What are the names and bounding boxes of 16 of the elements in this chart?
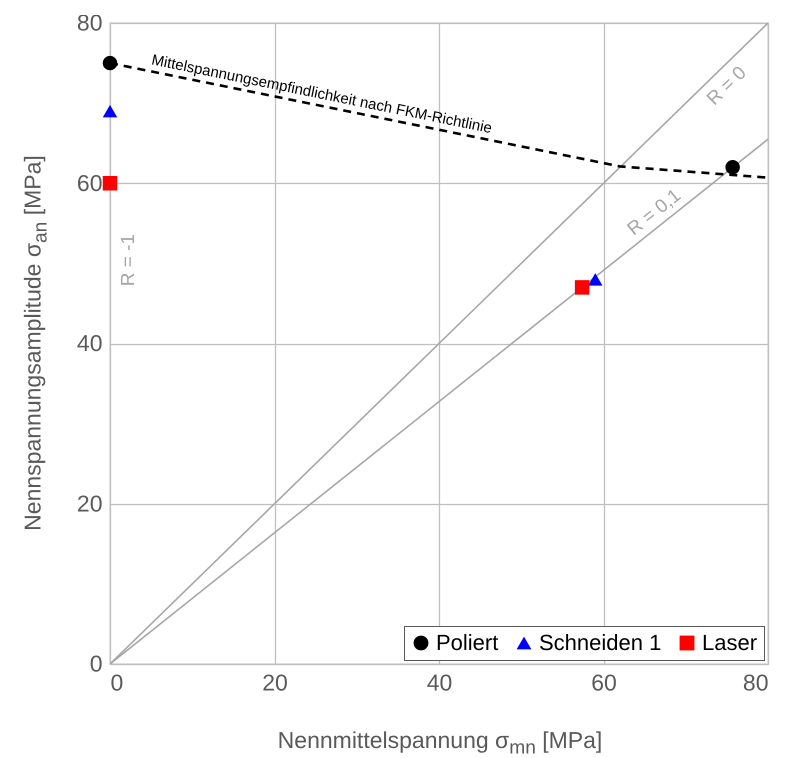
legend-label: Schneiden 1 — [539, 630, 662, 655]
text: R = 0,1 — [624, 185, 686, 240]
y-tick-label: 20 — [76, 490, 102, 516]
x-tick-label: 80 — [742, 670, 768, 696]
text: R = 0 — [703, 62, 751, 110]
annotation: R = -1 — [118, 234, 139, 286]
legend-label: Laser — [702, 630, 758, 655]
x-tick-label: 60 — [591, 670, 617, 696]
x-tick-label: 40 — [426, 670, 452, 696]
x-tick-label: 0 — [110, 670, 124, 696]
y-tick-label: 60 — [76, 170, 102, 196]
x-axis-title: Nennmittelspannung σ$_{mn}$ [MPa] — [278, 727, 602, 758]
x-tick-label: 20 — [262, 670, 288, 696]
y-tick-label: 40 — [76, 330, 102, 356]
legend-label: Poliert — [436, 630, 498, 655]
y-tick-label: 0 — [90, 650, 102, 676]
